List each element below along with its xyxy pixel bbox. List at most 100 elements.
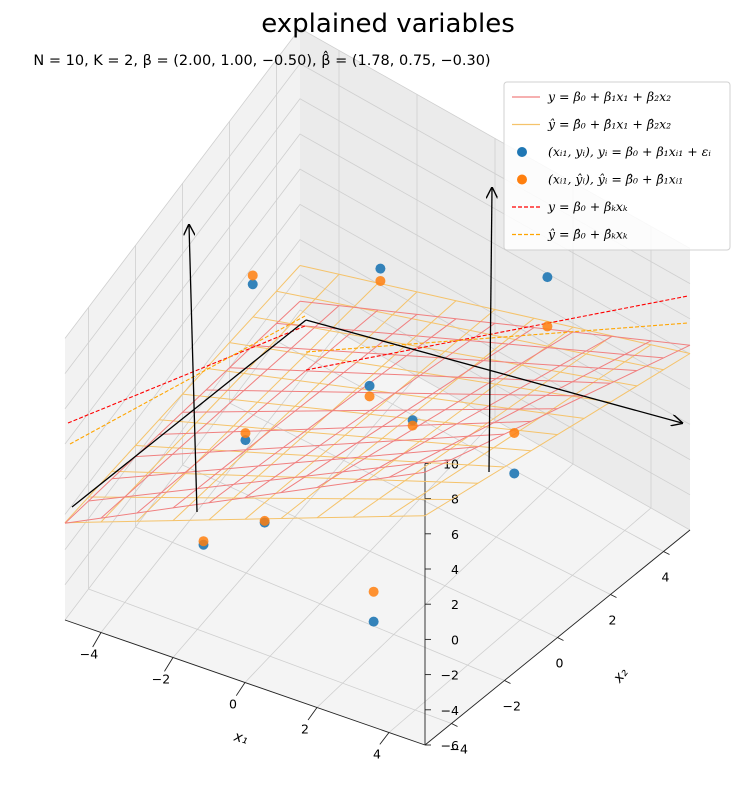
y-tick-label: −4 (450, 742, 468, 757)
grid-floor-y (135, 526, 505, 681)
y-tick-mark (557, 637, 564, 641)
observed-point (375, 263, 386, 274)
surface-line (388, 344, 652, 517)
y-tick-mark (504, 680, 511, 684)
surface-line (205, 389, 585, 397)
x-tick-mark (92, 632, 102, 648)
fitted-point (259, 515, 270, 526)
surface-line (316, 326, 574, 519)
surfaces (64, 265, 691, 524)
surface-line (280, 317, 535, 519)
legend-label: ŷ = β̂₀ + β̂ₖxₖ (547, 227, 628, 242)
fitted-line-left (69, 315, 306, 445)
z-tick-label: 2 (451, 597, 459, 612)
legend-item: ŷ = β̂₀ + β̂ₖxₖ (512, 227, 628, 242)
y-axis-label: x₂ (610, 665, 632, 687)
fitted-line-back (305, 322, 689, 353)
grid-z (64, 274, 691, 586)
chart-subtitle: N = 10, K = 2, β = (2.00, 1.00, −0.50), … (33, 50, 490, 69)
legend-item: (xᵢ₁, yᵢ), yᵢ = β₀ + β₁xᵢ₁ + εᵢ (517, 144, 711, 159)
surface-line (316, 331, 574, 488)
y-tick-mark (610, 594, 617, 598)
z-tick-label: 6 (451, 527, 459, 542)
x-tick-label: −2 (152, 672, 170, 687)
legend-label: (xᵢ₁, ŷᵢ), ŷᵢ = β̂₀ + β̂₁xᵢ₁ (548, 172, 683, 187)
legend-item: y = β₀ + β₁x₁ + β₂x₂ (512, 89, 671, 104)
z-tick-label: 4 (451, 562, 459, 577)
legend-box (503, 81, 731, 251)
fitted-point (375, 275, 386, 286)
legend: y = β₀ + β₁x₁ + β₂x₂ ŷ = β̂₀ + β̂₁x₁ + β̂… (503, 81, 731, 251)
x-tick-mark (164, 657, 174, 672)
x-direction-arrow (305, 319, 682, 423)
fitted-point (240, 428, 251, 439)
fitted-point (509, 427, 520, 438)
chart-title: explained variables (261, 9, 515, 39)
axis-arrows (71, 188, 682, 513)
fitted-point (198, 536, 209, 547)
x-tick-label: −4 (80, 647, 98, 662)
observed-point (509, 468, 520, 479)
surface-line (352, 335, 613, 483)
fitted-point (247, 270, 258, 281)
observed-point (542, 272, 553, 283)
grid-floor-y (88, 588, 452, 724)
dashed-lines (67, 295, 689, 445)
surface-line (388, 340, 652, 478)
x-tick-label: 2 (301, 722, 309, 737)
surface-line (182, 408, 558, 413)
true-plane (64, 300, 691, 524)
observed-point (240, 435, 251, 446)
legend-swatch-marker (517, 174, 527, 185)
pane-floor (65, 310, 690, 745)
z-arrow-right (489, 188, 492, 473)
surface-line (276, 290, 664, 371)
surface-line (424, 353, 691, 517)
y-tick-label: −2 (503, 699, 521, 714)
grid-z (64, 133, 691, 445)
legend-label: (xᵢ₁, yᵢ), yᵢ = β₀ + β₁xᵢ₁ + εᵢ (548, 144, 711, 159)
observed-point (364, 380, 375, 391)
grid-z (64, 168, 691, 480)
legend-item: y = β₀ + βₖxₖ (512, 199, 628, 214)
surface-line (424, 344, 691, 473)
surface-line (182, 393, 558, 436)
grid-z (64, 203, 691, 515)
surface-line (229, 342, 611, 403)
fitted-point (368, 586, 379, 597)
legend-item: (xᵢ₁, ŷᵢ), ŷᵢ = β̂₀ + β̂₁xᵢ₁ (517, 172, 683, 187)
legend-label: y = β₀ + βₖxₖ (547, 199, 628, 214)
scatter-points (198, 263, 553, 627)
z-tick-label: −4 (441, 703, 459, 718)
x-axis-label: x₁ (231, 728, 250, 747)
x-tick-mark (307, 707, 318, 721)
y-tick-label: 4 (662, 570, 670, 585)
y-tick-label: 2 (609, 613, 617, 628)
y-tick-label: 0 (556, 656, 564, 671)
legend-label: ŷ = β̂₀ + β̂₁x₁ + β̂₂x₂ (547, 117, 671, 132)
z-tick-label: 0 (451, 632, 459, 647)
fitted-point (407, 420, 418, 431)
grid-floor-y (182, 464, 558, 638)
surface-line (280, 327, 535, 494)
y-tick-mark (451, 723, 458, 727)
observed-point (247, 279, 258, 290)
surface-line (299, 265, 691, 354)
fitted-point (364, 391, 375, 402)
observed-point (368, 616, 379, 627)
x-tick-label: 0 (229, 697, 237, 712)
surface-line (299, 300, 691, 346)
fitted-point (542, 321, 553, 332)
z-tick-label: −2 (441, 668, 459, 683)
true-line-back (305, 295, 689, 371)
true-line-left (67, 325, 306, 424)
z-tick-label: 8 (451, 492, 459, 507)
x1-direction-line (71, 319, 307, 508)
x-tick-label: 4 (373, 747, 381, 762)
x-tick-mark (379, 732, 390, 745)
z-tick-label: −6 (441, 738, 459, 753)
y-tick-mark (663, 551, 670, 555)
legend-swatch-marker (517, 147, 527, 157)
surface-line (229, 367, 611, 384)
